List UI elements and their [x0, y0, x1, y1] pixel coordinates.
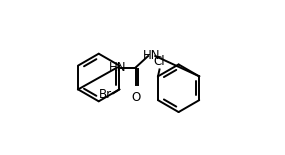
Text: O: O: [131, 91, 140, 104]
Text: Br: Br: [99, 88, 112, 101]
Text: Cl: Cl: [154, 55, 165, 68]
Text: HN: HN: [109, 61, 127, 74]
Text: HN: HN: [143, 49, 160, 62]
